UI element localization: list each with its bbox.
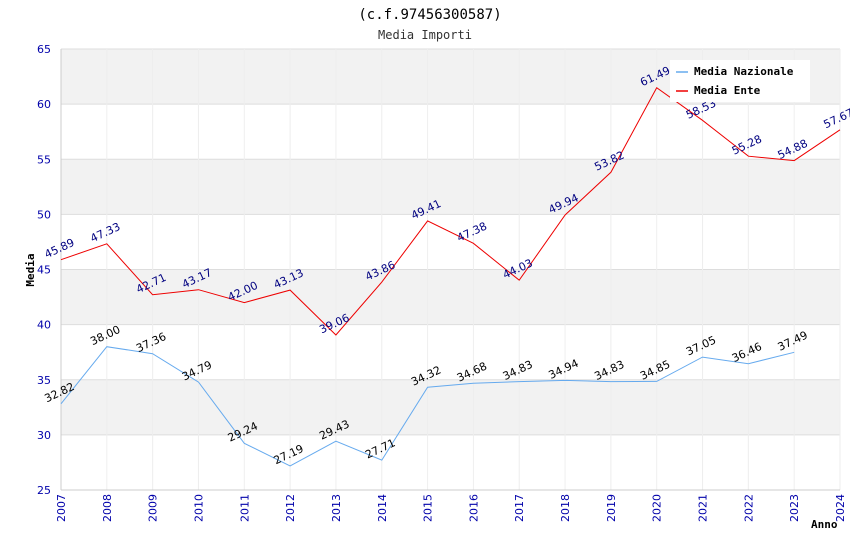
y-axis-ticks: 25 30 35 40 45 50 55 60 65 <box>37 43 51 497</box>
x-tick-label: 2008 <box>101 494 114 522</box>
chart-title: (c.f.97456300587) <box>358 7 501 23</box>
x-tick-label: 2013 <box>330 494 343 522</box>
grid-band <box>61 269 840 325</box>
x-tick-label: 2018 <box>559 494 572 522</box>
series-line-media-nazionale <box>60 346 795 467</box>
x-tick-label: 2007 <box>55 494 68 522</box>
x-tick-label: 2009 <box>147 494 160 522</box>
grid-band <box>61 379 840 435</box>
x-tick-label: 2010 <box>192 494 205 522</box>
series-line-media-ente <box>60 86 841 336</box>
y-tick-label: 45 <box>37 264 51 277</box>
x-tick-label: 2020 <box>651 494 664 522</box>
series-lines <box>60 86 841 467</box>
grid-bands <box>61 49 840 490</box>
grid-band <box>61 434 840 490</box>
grid-band <box>61 104 840 160</box>
axes <box>60 49 840 491</box>
x-tick-label: 2015 <box>422 494 435 522</box>
x-tick-label: 2016 <box>467 494 480 522</box>
y-tick-label: 35 <box>37 374 51 387</box>
y-tick-label: 60 <box>37 98 51 111</box>
x-tick-label: 2011 <box>238 494 251 522</box>
grid-band <box>61 214 840 270</box>
y-tick-label: 25 <box>37 484 51 497</box>
grid-band <box>61 159 840 215</box>
legend-box <box>670 60 810 102</box>
y-tick-label: 55 <box>37 153 51 166</box>
y-axis-label: Media <box>24 253 37 286</box>
legend-label-media-nazionale: Media Nazionale <box>694 65 794 78</box>
x-tick-label: 2021 <box>697 494 710 522</box>
x-tick-label: 2012 <box>284 494 297 522</box>
y-tick-label: 65 <box>37 43 51 56</box>
y-tick-label: 50 <box>37 208 51 221</box>
x-axis-label: Anno <box>811 518 838 531</box>
legend-label-media-ente: Media Ente <box>694 84 761 97</box>
chart-subtitle: Media Importi <box>378 28 472 42</box>
legend: Media Nazionale Media Ente <box>670 60 810 102</box>
grid-band <box>61 324 840 380</box>
x-tick-label: 2019 <box>605 494 618 522</box>
x-tick-label: 2017 <box>513 494 526 522</box>
x-tick-label: 2022 <box>742 494 755 522</box>
x-axis-ticks: 2007 2008 2009 2010 2011 2012 2013 2014 2015 2016… <box>55 494 847 522</box>
x-tick-label: 2024 <box>834 494 847 522</box>
x-tick-label: 2023 <box>788 494 801 522</box>
x-tick-label: 2014 <box>376 494 389 522</box>
y-tick-label: 40 <box>37 319 51 332</box>
y-tick-label: 30 <box>37 429 51 442</box>
